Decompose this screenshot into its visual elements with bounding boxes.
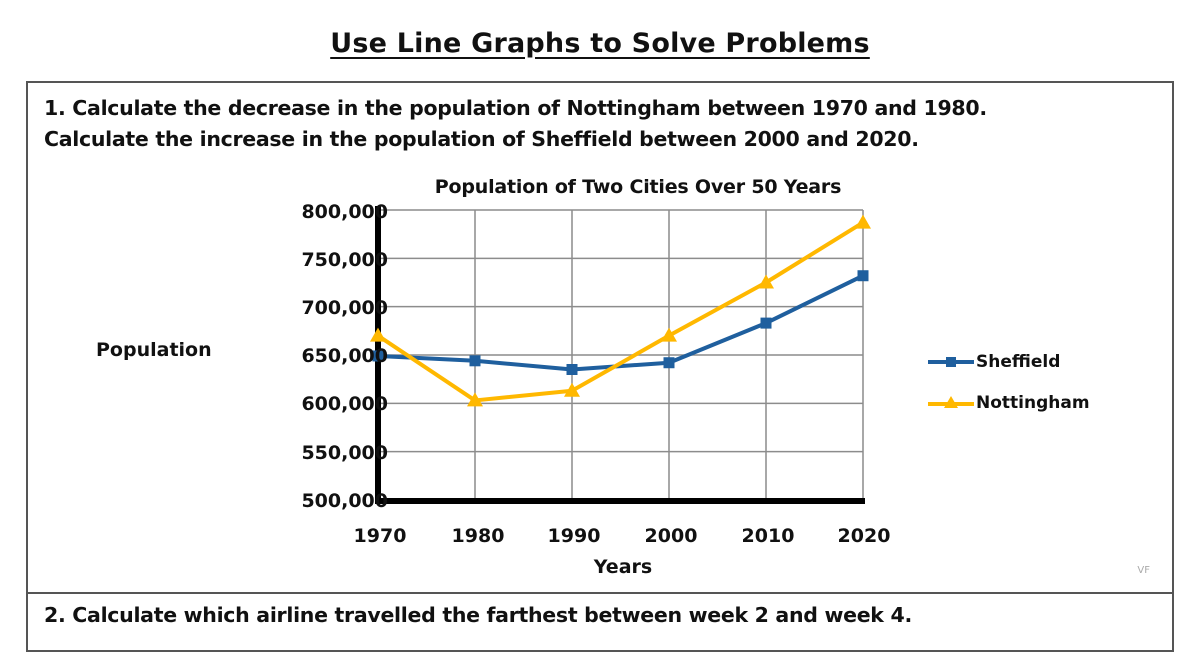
y-tick-label: 700,000 — [301, 297, 388, 319]
legend-label: Sheffield — [976, 351, 1061, 372]
y-tick-label: 800,000 — [301, 201, 388, 223]
y-tick-label: 500,000 — [301, 490, 388, 512]
line-chart — [370, 206, 871, 504]
y-tick-label: 550,000 — [301, 442, 388, 464]
y-tick-label: 650,000 — [301, 345, 388, 367]
x-tick-label: 2020 — [837, 525, 891, 547]
triangle-marker-icon — [564, 382, 580, 397]
question-2-box: 2. Calculate which airline travelled the… — [26, 592, 1174, 652]
chart-legend: Sheffield Nottingham — [928, 341, 1090, 423]
y-tick-label: 750,000 — [301, 249, 388, 271]
x-tick-label: 2010 — [741, 525, 795, 547]
triangle-marker-icon — [855, 214, 871, 229]
watermark: VF — [1137, 565, 1150, 576]
series-line-sheffield — [377, 273, 864, 372]
y-axis-label: Population — [96, 339, 212, 361]
triangle-marker-icon — [758, 274, 774, 289]
square-marker-icon — [857, 270, 869, 282]
question-1-text: 1. Calculate the decrease in the populat… — [44, 93, 987, 155]
triangle-marker-icon — [370, 327, 386, 342]
legend-label: Nottingham — [976, 392, 1090, 413]
legend-item-sheffield: Sheffield — [928, 341, 1090, 382]
square-marker-icon — [566, 364, 578, 375]
question-1-box: 1. Calculate the decrease in the populat… — [26, 81, 1174, 594]
square-marker-icon — [760, 317, 772, 329]
question-1-line-2: Calculate the increase in the population… — [44, 127, 919, 151]
x-tick-label: 1990 — [547, 525, 601, 547]
square-marker-icon — [928, 356, 974, 367]
triangle-marker-icon — [928, 395, 974, 408]
triangle-marker-icon — [661, 327, 677, 342]
chart-title: Population of Two Cities Over 50 Years — [434, 176, 842, 198]
square-marker-icon — [372, 350, 384, 362]
square-marker-icon — [663, 357, 675, 369]
x-tick-label: 1980 — [451, 525, 505, 547]
page-title: Use Line Graphs to Solve Problems — [330, 28, 870, 59]
x-tick-label: 1970 — [353, 525, 407, 547]
x-tick-label: 2000 — [644, 525, 698, 547]
legend-item-nottingham: Nottingham — [928, 382, 1090, 423]
question-2-text: 2. Calculate which airline travelled the… — [44, 603, 912, 627]
square-marker-icon — [469, 355, 481, 367]
x-axis-label: Years — [593, 556, 653, 578]
series-line-nottingham — [376, 220, 865, 403]
triangle-marker-icon — [467, 392, 483, 407]
question-1-line-1: 1. Calculate the decrease in the populat… — [44, 96, 987, 120]
y-tick-label: 600,000 — [301, 393, 388, 415]
